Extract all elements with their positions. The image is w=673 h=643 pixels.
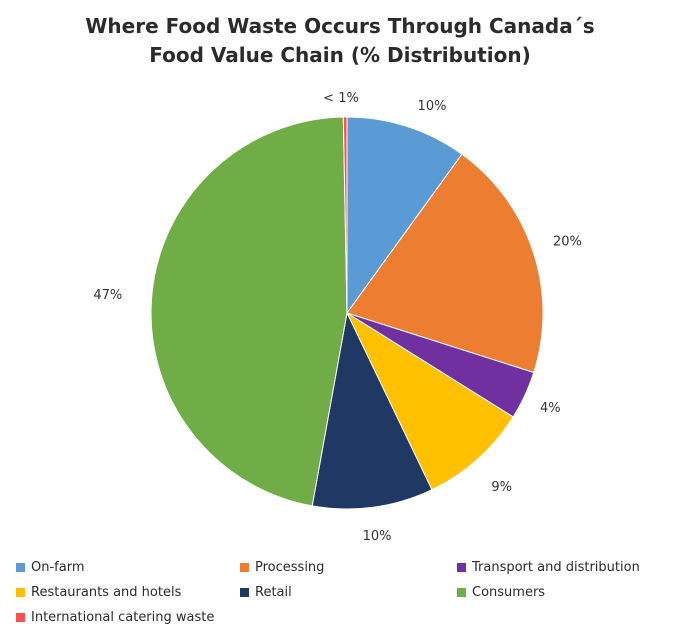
slice-on-farm: [346, 116, 463, 315]
legend-swatch-consumers: [457, 588, 466, 597]
legend-label-processing: Processing: [255, 560, 325, 575]
legend-swatch-retail: [240, 588, 249, 597]
chart-title-line-2: Food Value Chain (% Distribution): [149, 43, 530, 67]
data-label-international-catering-waste: < 1%: [323, 91, 359, 106]
chart-legend: On-farm Processing Transport and distribut…: [16, 560, 666, 642]
legend-swatch-on-farm: [16, 563, 25, 572]
pie-slices: [150, 116, 544, 510]
legend-swatch-international-catering-waste: [16, 613, 25, 622]
data-label-consumers: 47%: [93, 288, 122, 303]
legend-swatch-processing: [240, 563, 249, 572]
legend-label-restaurants-and-hotels: Restaurants and hotels: [31, 585, 182, 600]
legend-label-on-farm: On-farm: [31, 560, 85, 575]
data-label-retail: 10%: [363, 529, 392, 544]
legend-item-consumers: Consumers: [457, 585, 545, 600]
legend-label-international-catering-waste: International catering waste: [31, 610, 215, 625]
legend-item-on-farm: On-farm: [16, 560, 85, 575]
data-label-processing: 20%: [553, 235, 582, 250]
legend-swatch-transport-and-distribution: [457, 563, 466, 572]
pie-data-labels: 10% 20% 4% 9% 10% 47% < 1%: [93, 91, 582, 544]
legend-item-restaurants-and-hotels: Restaurants and hotels: [16, 585, 181, 600]
legend-item-transport-and-distribution: Transport and distribution: [457, 560, 640, 575]
slice-processing: [346, 153, 544, 374]
slice-retail: [311, 311, 433, 510]
legend-item-processing: Processing: [240, 560, 324, 575]
data-label-transport-and-distribution: 4%: [540, 401, 561, 416]
legend-label-consumers: Consumers: [472, 585, 546, 600]
legend-item-retail: Retail: [240, 585, 292, 600]
legend-label-retail: Retail: [255, 585, 292, 600]
legend-swatch-restaurants-and-hotels: [16, 588, 25, 597]
slice-international-catering-waste: [342, 116, 348, 314]
slice-consumers: [150, 116, 348, 507]
legend-label-transport-and-distribution: Transport and distribution: [472, 560, 640, 575]
chart-title-line-1: Where Food Waste Occurs Through Canada´s: [85, 14, 594, 38]
slice-restaurants-and-hotels: [345, 311, 514, 491]
data-label-restaurants-and-hotels: 9%: [491, 480, 512, 495]
legend-item-international-catering-waste: International catering waste: [16, 610, 214, 625]
data-label-on-farm: 10%: [418, 99, 447, 114]
